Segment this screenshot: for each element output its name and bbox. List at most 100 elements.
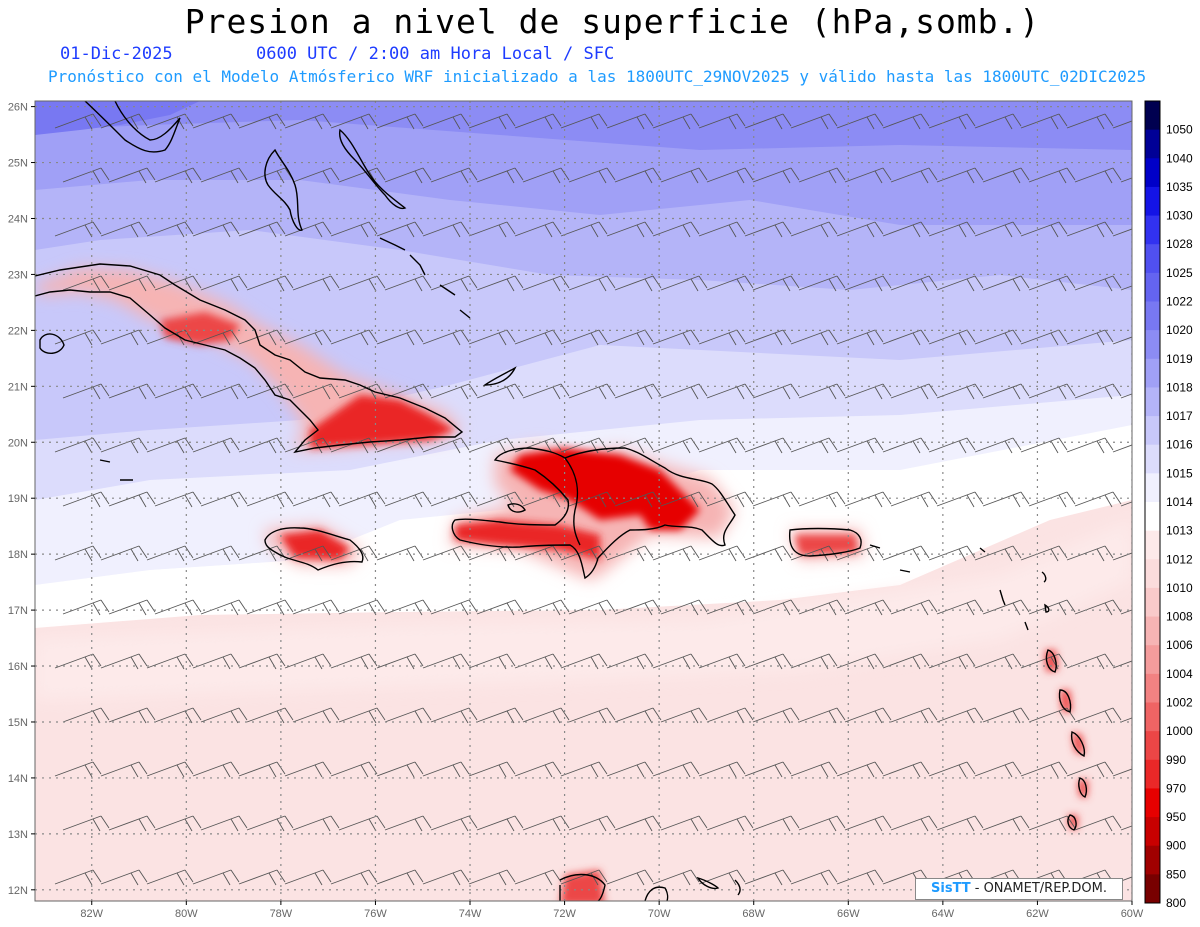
wind-barb [54,113,102,130]
colorbar-label: 1028 [1166,237,1193,251]
wind-barb [698,329,746,346]
wind-barb [560,221,608,238]
wind-barb [928,221,976,238]
wind-barb [192,653,240,670]
wind-barb [1066,545,1114,562]
wind-barb [606,329,654,346]
wind-barb [798,275,846,292]
wind-barb [384,707,432,724]
colorbar-swatch [1145,559,1160,589]
wind-barb [606,221,654,238]
valid-time: 0600 UTC / 2:00 am Hora Local / SFC [256,44,615,64]
wind-barb [890,599,938,616]
lon-label: 66W [837,908,860,920]
wind-barb [606,761,654,778]
colorbar-label: 1004 [1166,667,1193,681]
wind-barb [652,221,700,238]
wind-barb [614,275,662,292]
wind-barb [422,869,470,886]
colorbar-label: 800 [1166,896,1186,910]
wind-barb [330,761,378,778]
lon-label: 72W [553,908,576,920]
wind-barb [568,275,616,292]
wind-barb [660,275,708,292]
map-title: Presion a nivel de superficie (hPa,somb.… [184,2,1041,41]
wind-barb [882,221,930,238]
wind-barb [568,815,616,832]
wind-barb [476,599,524,616]
colorbar-label: 950 [1166,810,1186,824]
colorbar-label: 1017 [1166,409,1193,423]
lat-lon-grid [35,101,1132,901]
colorbar-label: 990 [1166,753,1186,767]
colorbar-label: 850 [1166,867,1186,881]
colorbar-swatch [1145,416,1160,446]
colorbar-swatch [1145,530,1160,560]
wind-barb [698,761,746,778]
wind-barb [974,329,1022,346]
wind-barb [982,599,1030,616]
colorbar-label: 1022 [1166,295,1193,309]
wind-barb [430,815,478,832]
colorbar-swatch [1145,387,1160,417]
wind-barb [890,383,938,400]
lat-label: 17N [8,605,28,617]
wind-barb [698,869,746,886]
wind-barb [468,329,516,346]
wind-barb [62,815,110,832]
wind-barb [790,869,838,886]
wind-barb [200,167,248,184]
wind-barb [284,545,332,562]
wind-barb [890,167,938,184]
wind-barb [698,221,746,238]
wind-barb [1120,717,1132,723]
wind-barb [1112,552,1132,561]
colorbar-swatch [1145,502,1160,532]
wind-barb [376,221,424,238]
wind-barb [384,275,432,292]
wind-barb [568,383,616,400]
wind-barb [384,167,432,184]
axis-ticks [31,106,1133,905]
wind-barb [790,113,838,130]
wind-barb [62,383,110,400]
wind-barb [844,275,892,292]
lon-label: 80W [175,908,198,920]
lat-label: 18N [8,549,28,561]
wind-barb [744,545,792,562]
wind-barb [936,491,984,508]
wind-barb [192,437,240,454]
wind-barb [1120,825,1132,831]
wind-barb [338,815,386,832]
wind-barb [936,275,984,292]
wind-barb [146,761,194,778]
wind-barb [376,545,424,562]
colorbar-swatch [1145,616,1160,646]
wind-barb [100,437,148,454]
sistt-logo: SisTT [931,881,971,896]
wind-barb [836,329,884,346]
wind-barb [1120,393,1132,399]
wind-barb [54,761,102,778]
wind-barb [660,491,708,508]
wind-barb [1066,221,1114,238]
credit-box: SisTT - ONAMET/REP.DOM. [915,878,1123,900]
wind-barb [568,167,616,184]
wind-barb [292,707,340,724]
wind-barb [514,329,562,346]
wind-barb [882,761,930,778]
wind-barb [1112,660,1132,669]
lat-label: 20N [8,437,28,449]
wind-barb [468,869,516,886]
wind-barb [1120,285,1132,291]
wind-barb [836,113,884,130]
wind-barb [54,329,102,346]
colorbar-label: 1016 [1166,438,1193,452]
colorbar: 1050 1040 1035 1030 1028 1025 1022 1020 1019 1018… [1144,100,1193,910]
wind-barb [836,545,884,562]
wind-barb [790,761,838,778]
wind-barb [706,599,754,616]
colorbar-label: 1018 [1166,380,1193,394]
lon-label: 60W [1121,908,1144,920]
